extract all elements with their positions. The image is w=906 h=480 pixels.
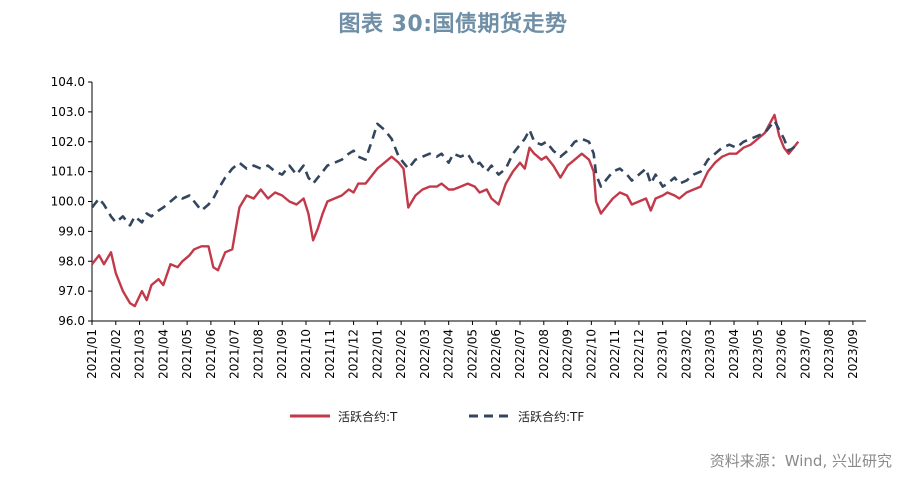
x-tick-label: 2022/03	[418, 329, 432, 379]
series-line-tf	[90, 119, 800, 227]
x-tick-label: 2021/04	[156, 329, 170, 379]
x-tick-label: 2023/09	[846, 329, 860, 379]
y-tick-label: 96.0	[58, 314, 85, 328]
x-tick-label: 2023/04	[727, 329, 741, 379]
x-tick-label: 2023/06	[775, 329, 789, 379]
chart-axes: 96.0 97.0 98.0 99.0 100.0 101.0 102.0 103.0 104.…	[51, 75, 866, 379]
x-tick-label: 2023/01	[656, 329, 670, 379]
x-tick-label: 2021/06	[204, 329, 218, 379]
x-tick-label: 2021/12	[347, 329, 361, 379]
x-tick-label: 2023/05	[751, 329, 765, 379]
x-tick-label: 2022/08	[537, 329, 551, 379]
legend-label-tf: 活跃合约:TF	[518, 409, 584, 424]
chart-legend: 活跃合约:T 活跃合约:TF	[290, 409, 584, 424]
x-tick-label: 2021/11	[323, 329, 337, 379]
x-tick-label: 2023/07	[798, 329, 812, 379]
y-tick-label: 102.0	[51, 135, 85, 149]
x-tick-label: 2021/01	[85, 329, 99, 379]
x-tick-label: 2021/07	[228, 329, 242, 379]
legend-label-t: 活跃合约:T	[338, 409, 398, 424]
y-tick-label: 99.0	[58, 224, 85, 238]
x-tick-label: 2022/05	[465, 329, 479, 379]
page-title: 图表 30:国债期货走势	[338, 12, 568, 37]
x-tick-label: 2021/09	[275, 329, 289, 379]
x-tick-label: 2023/03	[703, 329, 717, 379]
y-tick-label: 100.0	[51, 195, 85, 209]
x-tick-label: 2022/07	[513, 329, 527, 379]
y-tick-label: 101.0	[51, 165, 85, 179]
x-tick-label: 2023/08	[822, 329, 836, 379]
x-tick-label: 2022/11	[608, 329, 622, 379]
x-tick-label: 2022/10	[584, 329, 598, 379]
chart-series	[90, 113, 800, 308]
x-tick-label: 2022/04	[442, 329, 456, 379]
x-tick-label: 2022/06	[489, 329, 503, 379]
y-tick-label: 103.0	[51, 105, 85, 119]
y-tick-label: 98.0	[58, 254, 85, 268]
x-tick-label: 2021/03	[133, 329, 147, 379]
x-tick-label: 2021/10	[299, 329, 313, 379]
x-tick-label: 2021/08	[251, 329, 265, 379]
x-tick-label: 2021/05	[180, 329, 194, 379]
x-tick-label: 2022/12	[632, 329, 646, 379]
source-note: 资料来源：Wind, 兴业研究	[709, 452, 892, 470]
y-tick-label: 97.0	[58, 284, 85, 298]
series-line-t	[91, 113, 800, 308]
x-tick-label: 2023/02	[679, 329, 693, 379]
x-tick-label: 2022/09	[561, 329, 575, 379]
x-tick-label: 2022/02	[394, 329, 408, 379]
x-tick-label: 2022/01	[370, 329, 384, 379]
x-tick-label: 2021/02	[109, 329, 123, 379]
y-tick-label: 104.0	[51, 75, 85, 89]
